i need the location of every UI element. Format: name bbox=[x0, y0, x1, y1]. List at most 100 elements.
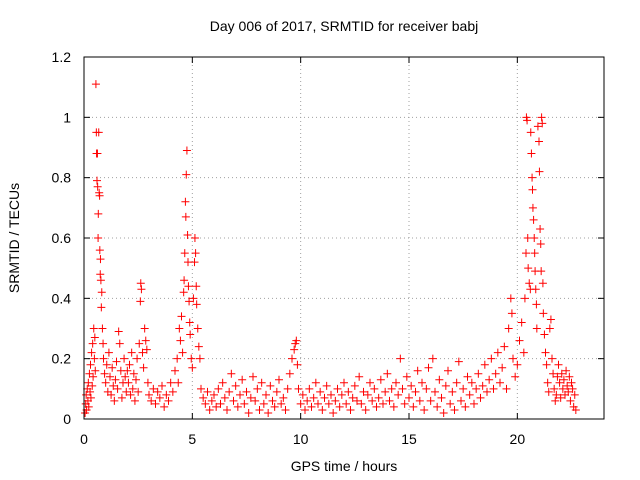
x-tick-label: 0 bbox=[80, 431, 88, 447]
data-point bbox=[238, 375, 247, 384]
data-point bbox=[283, 384, 292, 393]
data-point bbox=[90, 354, 99, 363]
data-point bbox=[179, 288, 188, 297]
data-point bbox=[168, 387, 177, 396]
data-point bbox=[193, 324, 202, 333]
data-point bbox=[153, 387, 162, 396]
data-point bbox=[185, 318, 194, 327]
data-point bbox=[420, 405, 429, 414]
data-point bbox=[532, 300, 541, 309]
data-point bbox=[537, 113, 546, 122]
data-point bbox=[571, 405, 580, 414]
data-point bbox=[530, 234, 539, 242]
data-point bbox=[539, 309, 548, 318]
data-point bbox=[459, 384, 468, 393]
data-point bbox=[122, 387, 131, 396]
y-tick-label: 1.2 bbox=[52, 49, 72, 65]
data-point bbox=[476, 393, 485, 402]
x-tick-label: 10 bbox=[293, 431, 309, 447]
y-tick-label: 0 bbox=[63, 411, 71, 427]
data-point bbox=[554, 360, 563, 369]
data-point bbox=[409, 402, 418, 411]
data-point bbox=[104, 348, 113, 357]
data-point bbox=[485, 375, 494, 384]
data-point bbox=[147, 396, 156, 405]
data-point bbox=[474, 369, 483, 378]
data-point bbox=[294, 384, 303, 393]
data-point bbox=[566, 396, 575, 405]
data-point bbox=[86, 393, 95, 402]
data-point bbox=[129, 369, 138, 378]
data-point bbox=[331, 396, 340, 405]
data-point bbox=[533, 122, 542, 131]
data-point bbox=[357, 399, 366, 408]
data-point bbox=[536, 224, 545, 233]
data-point bbox=[268, 396, 277, 405]
data-point bbox=[182, 146, 191, 155]
data-point bbox=[498, 363, 507, 372]
data-point bbox=[528, 173, 537, 182]
data-point bbox=[100, 369, 109, 378]
data-point bbox=[227, 369, 236, 378]
data-point bbox=[110, 396, 119, 405]
data-point bbox=[99, 339, 108, 348]
data-point bbox=[89, 372, 98, 381]
data-point bbox=[396, 354, 405, 363]
data-point bbox=[353, 396, 361, 405]
data-point bbox=[472, 384, 481, 393]
data-point bbox=[207, 396, 216, 405]
data-point bbox=[537, 267, 546, 276]
data-point bbox=[229, 396, 238, 405]
data-point bbox=[535, 167, 544, 176]
data-point bbox=[301, 405, 309, 414]
data-point bbox=[424, 363, 433, 372]
data-point bbox=[175, 324, 184, 333]
data-point bbox=[137, 285, 146, 294]
data-point bbox=[162, 390, 171, 399]
data-point bbox=[470, 399, 478, 408]
data-point bbox=[249, 372, 257, 381]
data-point bbox=[84, 402, 93, 411]
data-point bbox=[524, 264, 533, 273]
data-point bbox=[240, 399, 249, 408]
data-point bbox=[184, 282, 193, 291]
data-point bbox=[465, 390, 474, 399]
data-point bbox=[549, 369, 558, 378]
data-point bbox=[181, 197, 190, 206]
y-tick-label: 0.6 bbox=[52, 230, 72, 246]
chart-title: Day 006 of 2017, SRMTID for receiver bab… bbox=[210, 18, 478, 34]
data-point bbox=[95, 191, 104, 200]
data-point bbox=[88, 381, 97, 390]
data-point bbox=[190, 258, 199, 267]
data-point bbox=[407, 381, 416, 390]
data-point bbox=[335, 402, 344, 411]
data-point bbox=[109, 381, 118, 390]
data-point bbox=[529, 215, 538, 224]
data-point bbox=[525, 279, 534, 288]
data-point bbox=[178, 348, 187, 357]
data-point bbox=[212, 402, 221, 411]
data-point bbox=[398, 384, 407, 393]
data-point bbox=[281, 405, 290, 414]
data-point bbox=[568, 384, 577, 393]
data-point bbox=[491, 369, 500, 378]
data-point bbox=[538, 119, 547, 128]
data-point bbox=[96, 270, 105, 279]
data-point bbox=[94, 209, 103, 218]
data-point bbox=[536, 240, 545, 249]
y-tick-labels: 0 0.2 0.4 0.6 0.8 1 1.2 bbox=[52, 49, 72, 427]
data-point bbox=[94, 128, 103, 137]
data-point bbox=[141, 336, 150, 345]
axis-ticks bbox=[83, 56, 604, 420]
data-point bbox=[164, 396, 173, 405]
data-point bbox=[346, 405, 355, 414]
data-point bbox=[422, 384, 431, 393]
data-point bbox=[318, 405, 327, 414]
data-point bbox=[381, 387, 390, 396]
data-point bbox=[337, 390, 346, 399]
data-point bbox=[507, 309, 516, 318]
data-point bbox=[305, 384, 314, 393]
data-point bbox=[504, 324, 513, 333]
y-tick-label: 1 bbox=[63, 109, 71, 125]
data-point bbox=[149, 384, 158, 393]
